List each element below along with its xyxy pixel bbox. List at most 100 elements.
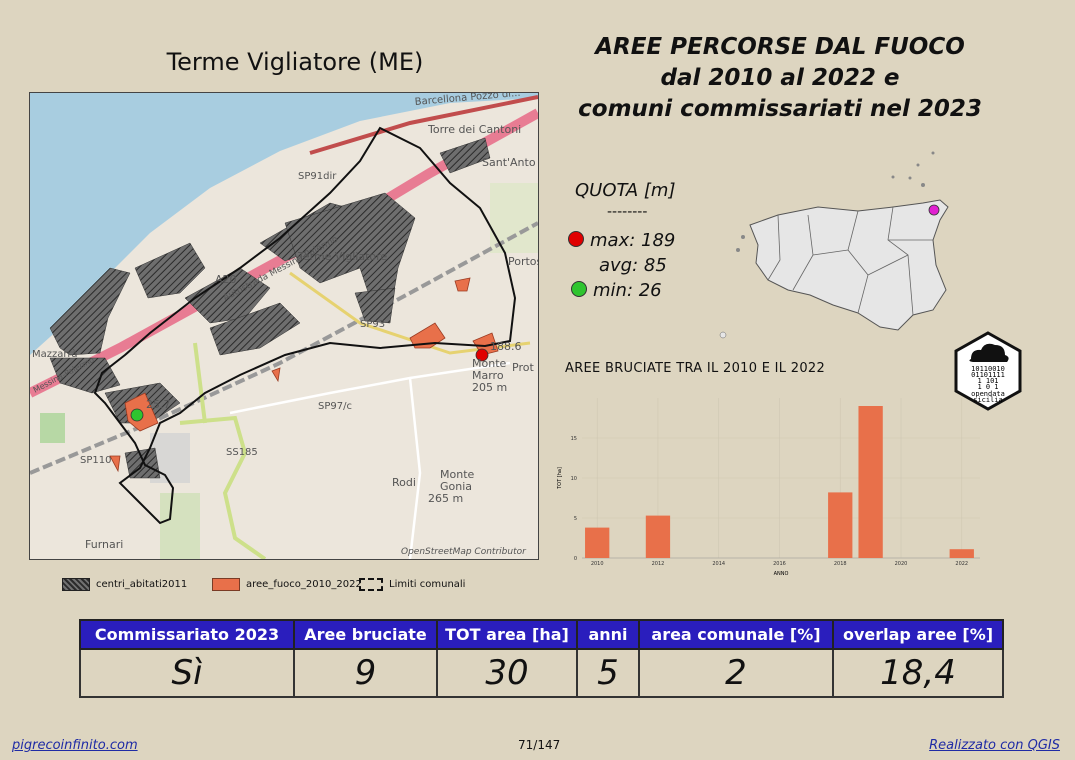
y-tick-label: 5 bbox=[574, 516, 577, 522]
main-title: AREE PERCORSE DAL FUOCO dal 2010 al 2022… bbox=[570, 32, 990, 125]
x-tick-label: 2012 bbox=[652, 561, 665, 567]
chart-y-ticks: 0 5 10 15 bbox=[571, 436, 577, 562]
y-tick-label: 10 bbox=[571, 476, 577, 482]
map-label-sp93: SP93 bbox=[360, 319, 385, 330]
min-elevation-marker[interactable] bbox=[130, 408, 144, 422]
value-tot-area: 30 bbox=[436, 648, 578, 698]
map-label-torre: Torre dei Cantoni bbox=[427, 123, 521, 136]
map-attribution: OpenStreetMap Contributor bbox=[401, 547, 527, 557]
map-label-terme: Terme Vigliatore bbox=[297, 250, 387, 263]
settlement-area bbox=[354, 287, 396, 324]
legend-label-fuoco: aree_fuoco_2010_2022 bbox=[246, 579, 362, 590]
sicily-shape bbox=[749, 199, 949, 331]
x-tick-label: 2020 bbox=[895, 561, 908, 567]
map-label-a20: A20 bbox=[215, 273, 237, 286]
map-label-gonia-quota: 265 m bbox=[428, 492, 463, 505]
header-anni: anni bbox=[576, 619, 640, 650]
legend-swatch-boundary bbox=[359, 578, 383, 591]
chart-title: AREE BRUCIATE TRA IL 2010 E IL 2022 bbox=[565, 361, 826, 376]
settlement-area bbox=[209, 302, 301, 356]
map-label-mazzarra: Mazzarrà bbox=[32, 348, 78, 360]
value-area-comunale: 2 bbox=[638, 648, 834, 698]
chart-y-label: TOT [ha] bbox=[557, 467, 563, 490]
location-marker bbox=[928, 204, 940, 216]
min-elevation-label: 25.7 bbox=[146, 398, 171, 411]
province-borders bbox=[767, 206, 933, 316]
road-sp97 bbox=[229, 361, 511, 415]
table-header-row: Commissariato 2023 Aree bruciate TOT are… bbox=[79, 619, 1004, 650]
chart-grid bbox=[582, 398, 980, 559]
quota-min-row: min: 26 bbox=[571, 280, 662, 301]
legend-label-centri: centri_abitati2011 bbox=[96, 579, 188, 590]
logo-text-sicilia: sicilia bbox=[973, 396, 1003, 404]
fire-area bbox=[454, 277, 471, 292]
header-aree-bruciate: Aree bruciate bbox=[293, 619, 438, 650]
map-label-marro: Marro bbox=[472, 369, 504, 382]
island-dot bbox=[908, 176, 912, 180]
legend-item-centri: centri_abitati2011 bbox=[62, 578, 187, 591]
settlement-area bbox=[134, 242, 206, 299]
bar-2019 bbox=[858, 406, 883, 558]
map-label-monte-marro: Monte bbox=[472, 357, 507, 370]
municipality-title: Terme Vigliatore (ME) bbox=[166, 48, 424, 76]
map-label-furnari: Furnari bbox=[85, 538, 123, 551]
main-title-line-2: dal 2010 al 2022 e bbox=[660, 65, 900, 91]
logo-binary-4: 1 0 1 bbox=[977, 383, 998, 391]
y-tick-label: 15 bbox=[571, 436, 577, 442]
y-tick-label: 0 bbox=[574, 556, 577, 562]
map-label-santanto: Sant'Anto bbox=[482, 156, 536, 169]
map-label-sp110: SP110 bbox=[80, 455, 111, 466]
x-tick-label: 2010 bbox=[591, 561, 604, 567]
road-ss185 bbox=[179, 415, 267, 559]
road-link bbox=[193, 342, 207, 424]
main-title-line-3: comuni commissariati nel 2023 bbox=[578, 96, 982, 122]
max-dot-icon bbox=[568, 231, 584, 247]
map-label-monte-gonia: Monte bbox=[440, 468, 475, 481]
max-elevation-marker[interactable] bbox=[475, 348, 489, 362]
quota-title: QUOTA [m] bbox=[575, 180, 676, 201]
page-number: 71/147 bbox=[518, 738, 561, 752]
map-label-marro-quota: 205 m bbox=[472, 381, 507, 394]
quota-max: max: 189 bbox=[590, 230, 676, 251]
footer-site-link[interactable]: pigrecoinfinito.com bbox=[12, 738, 138, 753]
footer-qgis-link[interactable]: Realizzato con QGIS bbox=[929, 738, 1060, 753]
header-commissariato: Commissariato 2023 bbox=[79, 619, 295, 650]
island-dot bbox=[719, 331, 727, 339]
map-canvas: 188.6 25.7 Barcellona Pozzo di... Torre … bbox=[30, 93, 538, 559]
value-anni: 5 bbox=[576, 648, 640, 698]
x-tick-label: 2018 bbox=[834, 561, 847, 567]
map-label-sp97: SP97/c bbox=[318, 401, 352, 412]
map-label-ss185: SS185 bbox=[226, 447, 258, 458]
header-tot-area: TOT area [ha] bbox=[436, 619, 578, 650]
burned-area-chart: 2010 2012 2014 2016 2018 2020 2022 0 5 10 15 ANNO… bbox=[557, 398, 980, 577]
municipality-map[interactable]: 188.6 25.7 Barcellona Pozzo di... Torre … bbox=[29, 92, 539, 560]
quota-min: min: 26 bbox=[593, 280, 662, 301]
road-rodi bbox=[408, 377, 422, 559]
chart-bars bbox=[585, 406, 974, 558]
legend-swatch-fire bbox=[212, 578, 240, 591]
bar-2018 bbox=[828, 492, 853, 558]
logo-binary-2: 01101111 bbox=[971, 371, 1005, 379]
island-dot bbox=[736, 248, 740, 252]
bar-2012 bbox=[645, 515, 671, 558]
stats-table: Commissariato 2023 Aree bruciate TOT are… bbox=[79, 619, 1004, 698]
settlement-area bbox=[439, 137, 491, 174]
opendata-sicilia-logo: 10110010 01101111 1 101 1 0 1 opendata s… bbox=[954, 331, 1022, 411]
park-area bbox=[40, 413, 65, 443]
max-elevation-label: 188.6 bbox=[490, 340, 522, 353]
logo-binary-1: 10110010 bbox=[971, 365, 1005, 373]
quota-max-row: max: 189 bbox=[568, 230, 675, 251]
logo-binary-3: 1 101 bbox=[977, 377, 998, 385]
chart-x-ticks: 2010 2012 2014 2016 2018 2020 2022 bbox=[591, 561, 968, 567]
sicily-map-icon bbox=[719, 151, 949, 339]
fire-area bbox=[271, 367, 281, 383]
quota-avg: avg: 85 bbox=[599, 255, 667, 276]
island-dot bbox=[916, 163, 920, 167]
coastal-road bbox=[309, 95, 538, 155]
legend-label-limiti: Limiti comunali bbox=[389, 579, 466, 590]
settlement-area bbox=[49, 267, 131, 356]
island-dot bbox=[931, 151, 935, 155]
x-tick-label: 2014 bbox=[712, 561, 725, 567]
table-row: Sì 9 30 5 2 18,4 bbox=[79, 648, 1004, 698]
island-dot bbox=[741, 235, 745, 239]
